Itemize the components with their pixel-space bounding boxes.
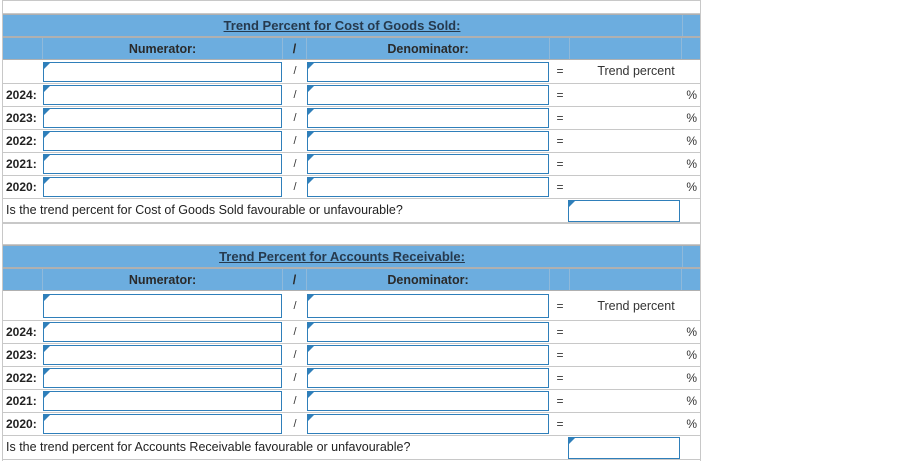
denominator-header: Denominator: [307,38,550,59]
ar-2020-denominator-input[interactable] [307,414,549,434]
year-label: 2020: [6,417,37,431]
right-frame [700,0,701,461]
year-label: 2023: [6,111,37,125]
ar-2020-numerator-input[interactable] [43,414,282,434]
cogs-title-row: Trend Percent for Cost of Goods Sold: [2,14,701,37]
ar-base-denominator-input[interactable] [307,294,549,318]
ar-2021-numerator-input[interactable] [43,391,282,411]
year-label: 2022: [6,134,37,148]
cogs-base-row: / = Trend percent [2,60,701,84]
trend-percent-label: Trend percent [597,299,675,313]
ar-2022-denominator-input[interactable] [307,368,549,388]
ar-base-numerator-input[interactable] [43,294,282,318]
percent-sign: % [686,111,697,125]
percent-sign: % [686,88,697,102]
numerator-header: Numerator: [43,269,283,290]
ar-2022-numerator-input[interactable] [43,368,282,388]
year-label: 2022: [6,371,37,385]
cogs-row-2022: 2022: / = % [2,130,701,153]
ar-row-2023: 2023: / = % [2,344,701,367]
ar-question: Is the trend percent for Accounts Receiv… [6,440,411,454]
cogs-row-2023: 2023: / = % [2,107,701,130]
cogs-2020-numerator-input[interactable] [43,177,282,197]
percent-sign: % [686,134,697,148]
ar-row-2021: 2021: / = % [2,390,701,413]
numerator-header: Numerator: [43,38,283,59]
section-spacer [2,223,701,245]
cogs-2021-numerator-input[interactable] [43,154,282,174]
percent-sign: % [686,348,697,362]
percent-sign: % [686,417,697,431]
ar-2024-numerator-input[interactable] [43,322,282,342]
cogs-question: Is the trend percent for Cost of Goods S… [6,203,403,217]
ar-row-2020: 2020: / = % [2,413,701,436]
denominator-header: Denominator: [307,269,550,290]
divider-header: / [283,269,307,290]
ar-2023-numerator-input[interactable] [43,345,282,365]
cogs-2022-denominator-input[interactable] [307,131,549,151]
cogs-row-2020: 2020: / = % [2,176,701,199]
year-label: 2020: [6,180,37,194]
percent-sign: % [686,371,697,385]
cogs-2023-denominator-input[interactable] [307,108,549,128]
year-label: 2024: [6,88,37,102]
cogs-favourable-select[interactable] [568,200,680,222]
cogs-row-2021: 2021: / = % [2,153,701,176]
cogs-base-denominator-input[interactable] [307,62,549,82]
year-label: 2021: [6,157,37,171]
ar-row-2024: 2024: / = % [2,321,701,344]
ar-2023-denominator-input[interactable] [307,345,549,365]
cogs-2020-denominator-input[interactable] [307,177,549,197]
year-label: 2023: [6,348,37,362]
year-label: 2024: [6,325,37,339]
cogs-row-2024: 2024: / = % [2,84,701,107]
cogs-2023-numerator-input[interactable] [43,108,282,128]
cogs-2021-denominator-input[interactable] [307,154,549,174]
year-label: 2021: [6,394,37,408]
percent-sign: % [686,394,697,408]
top-spacer [2,0,701,14]
percent-sign: % [686,325,697,339]
left-frame [2,0,3,461]
ar-2021-denominator-input[interactable] [307,391,549,411]
ar-title: Trend Percent for Accounts Receivable: [219,249,465,264]
divider-header: / [283,38,307,59]
ar-base-row: / = Trend percent [2,291,701,321]
ar-title-row: Trend Percent for Accounts Receivable: [2,245,701,268]
ar-favourable-select[interactable] [568,437,680,459]
trend-percent-label: Trend percent [597,64,675,78]
cogs-question-row: Is the trend percent for Cost of Goods S… [2,199,701,223]
cogs-2022-numerator-input[interactable] [43,131,282,151]
cogs-base-numerator-input[interactable] [43,62,282,82]
ar-question-row: Is the trend percent for Accounts Receiv… [2,436,701,460]
cogs-2024-numerator-input[interactable] [43,85,282,105]
percent-sign: % [686,180,697,194]
percent-sign: % [686,157,697,171]
cogs-2024-denominator-input[interactable] [307,85,549,105]
ar-2024-denominator-input[interactable] [307,322,549,342]
ar-column-header: Numerator: / Denominator: [2,268,701,291]
cogs-title: Trend Percent for Cost of Goods Sold: [223,18,461,33]
cogs-column-header: Numerator: / Denominator: [2,37,701,60]
ar-row-2022: 2022: / = % [2,367,701,390]
